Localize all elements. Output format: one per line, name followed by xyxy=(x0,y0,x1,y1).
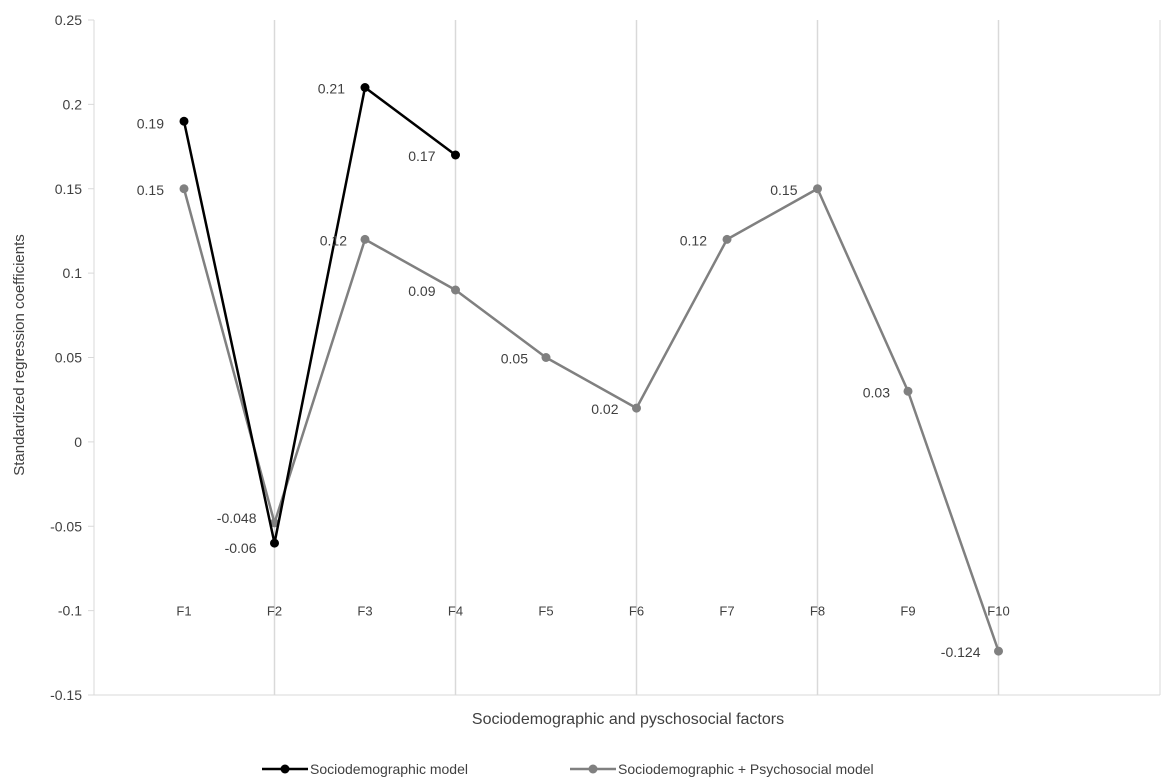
x-axis-title: Sociodemographic and pyschosocial factor… xyxy=(472,711,784,728)
data-label: 0.09 xyxy=(408,283,435,299)
y-tick-label: -0.1 xyxy=(58,603,82,619)
data-point xyxy=(179,184,189,194)
y-axis-title: Standardized regression coefficients xyxy=(11,234,28,476)
legend-marker xyxy=(588,764,598,774)
data-label: -0.048 xyxy=(217,510,257,526)
legend-item: Sociodemographic model xyxy=(262,761,468,777)
legend-label: Sociodemographic model xyxy=(310,761,468,777)
legend-item: Sociodemographic + Psychosocial model xyxy=(570,761,874,777)
x-tick-label: F6 xyxy=(629,604,644,619)
data-label: 0.21 xyxy=(318,81,345,97)
x-tick-label: F7 xyxy=(719,604,734,619)
y-tick-label: 0.15 xyxy=(55,181,82,197)
data-label: 0.05 xyxy=(501,351,528,367)
data-label: 0.12 xyxy=(680,232,707,248)
data-point xyxy=(994,646,1003,656)
x-tick-label: F1 xyxy=(176,604,191,619)
legend-marker xyxy=(280,764,290,774)
data-point xyxy=(270,538,279,548)
data-label: -0.124 xyxy=(941,644,981,660)
data-label: -0.06 xyxy=(225,540,257,556)
data-point xyxy=(270,518,279,528)
data-label: 0.02 xyxy=(591,401,618,417)
series-line-2 xyxy=(182,187,1000,652)
data-label: 0.12 xyxy=(320,232,347,248)
grid-layer xyxy=(88,19,1161,696)
data-label: 0.03 xyxy=(863,384,890,400)
data-label: 0.17 xyxy=(408,148,435,164)
y-tick-label: 0.25 xyxy=(55,12,82,28)
y-tick-label: 0 xyxy=(74,434,82,450)
data-point xyxy=(451,150,460,160)
series-layer xyxy=(179,83,1003,656)
data-point xyxy=(632,403,641,413)
x-tick-label: F10 xyxy=(987,604,1009,619)
series-line-1 xyxy=(182,86,457,545)
x-tick-label: F4 xyxy=(448,604,463,619)
y-tick-label: 0.2 xyxy=(63,96,83,112)
data-label: 0.19 xyxy=(137,115,164,131)
y-tick-label: 0.1 xyxy=(63,265,83,281)
data-point xyxy=(813,184,822,194)
data-point xyxy=(360,234,370,244)
legend: Sociodemographic model Sociodemographic +… xyxy=(262,761,874,777)
data-label-layer: 0.19 -0.06 0.21 0.17 0.15 -0.048 0.12 0.09 0.05 0… xyxy=(137,81,981,661)
data-point xyxy=(541,353,551,362)
axis-layer: -0.15 -0.1 -0.05 0 0.05 0.1 0.15 0.2 0.25 F1 F2 F3 F… xyxy=(50,12,1010,703)
data-point xyxy=(179,116,189,126)
x-tick-label: F2 xyxy=(267,604,282,619)
y-tick-label: -0.05 xyxy=(50,518,82,534)
data-label: 0.15 xyxy=(137,182,164,198)
data-point xyxy=(722,234,732,244)
x-tick-label: F8 xyxy=(810,604,825,619)
x-tick-label: F5 xyxy=(538,604,553,619)
data-point xyxy=(451,285,460,295)
y-tick-label: -0.15 xyxy=(50,687,82,703)
x-tick-label: F9 xyxy=(900,604,915,619)
data-point xyxy=(903,386,913,396)
x-tick-label: F3 xyxy=(357,604,372,619)
legend-label: Sociodemographic + Psychosocial model xyxy=(618,761,874,777)
data-point xyxy=(360,83,370,92)
y-tick-label: 0.05 xyxy=(55,350,82,366)
data-label: 0.15 xyxy=(770,182,797,198)
